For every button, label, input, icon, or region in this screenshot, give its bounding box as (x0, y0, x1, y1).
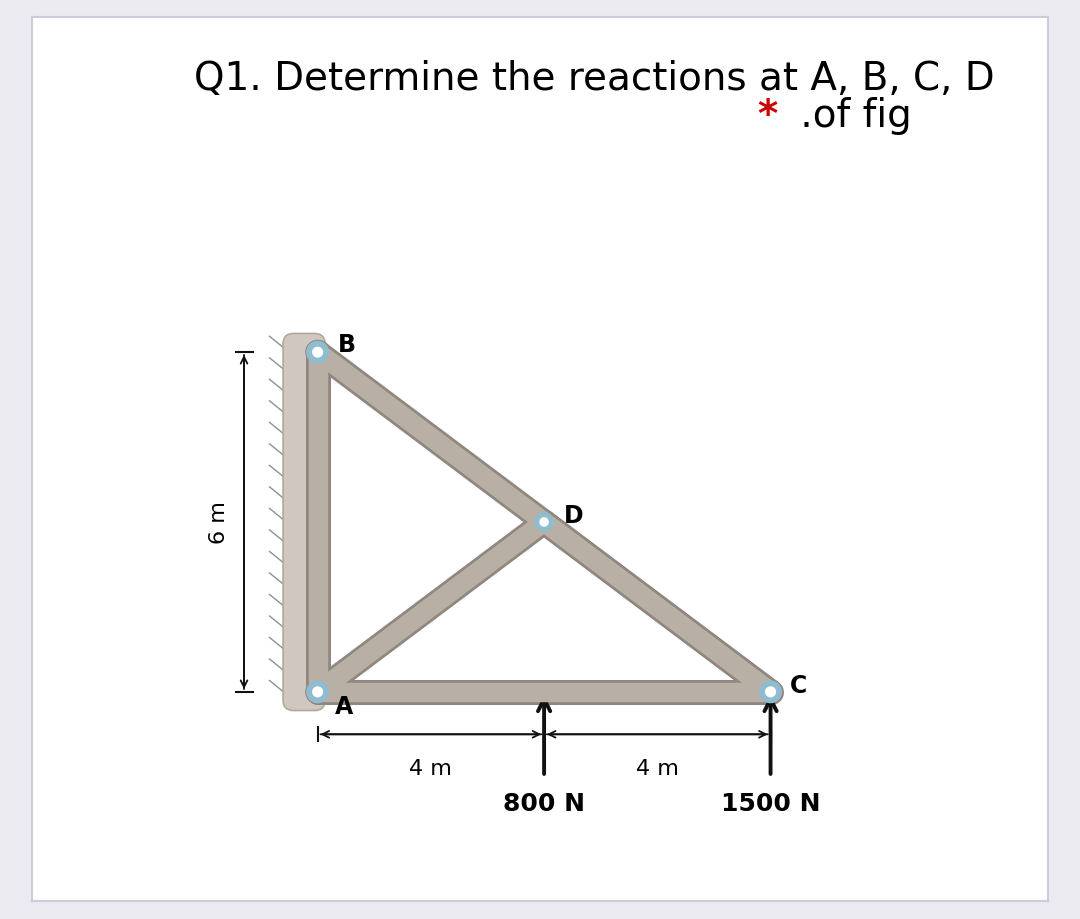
Circle shape (307, 681, 328, 703)
Circle shape (313, 348, 323, 357)
Circle shape (535, 514, 553, 531)
Text: .of fig: .of fig (788, 96, 913, 134)
Circle shape (760, 681, 781, 703)
Text: Q1. Determine the reactions at A, B, C, D: Q1. Determine the reactions at A, B, C, … (193, 60, 995, 97)
Circle shape (313, 687, 323, 697)
Text: C: C (791, 674, 808, 698)
Circle shape (540, 518, 549, 527)
Circle shape (766, 687, 775, 697)
Text: *: * (757, 96, 778, 134)
Text: D: D (564, 504, 583, 528)
FancyBboxPatch shape (283, 335, 325, 710)
Text: 4 m: 4 m (636, 758, 678, 778)
Text: 1500 N: 1500 N (720, 791, 821, 815)
Text: A: A (335, 694, 353, 719)
Text: 800 N: 800 N (503, 791, 585, 815)
Text: 4 m: 4 m (409, 758, 453, 778)
Text: 6 m: 6 m (208, 501, 229, 544)
Text: B: B (337, 333, 355, 357)
Circle shape (307, 342, 328, 364)
